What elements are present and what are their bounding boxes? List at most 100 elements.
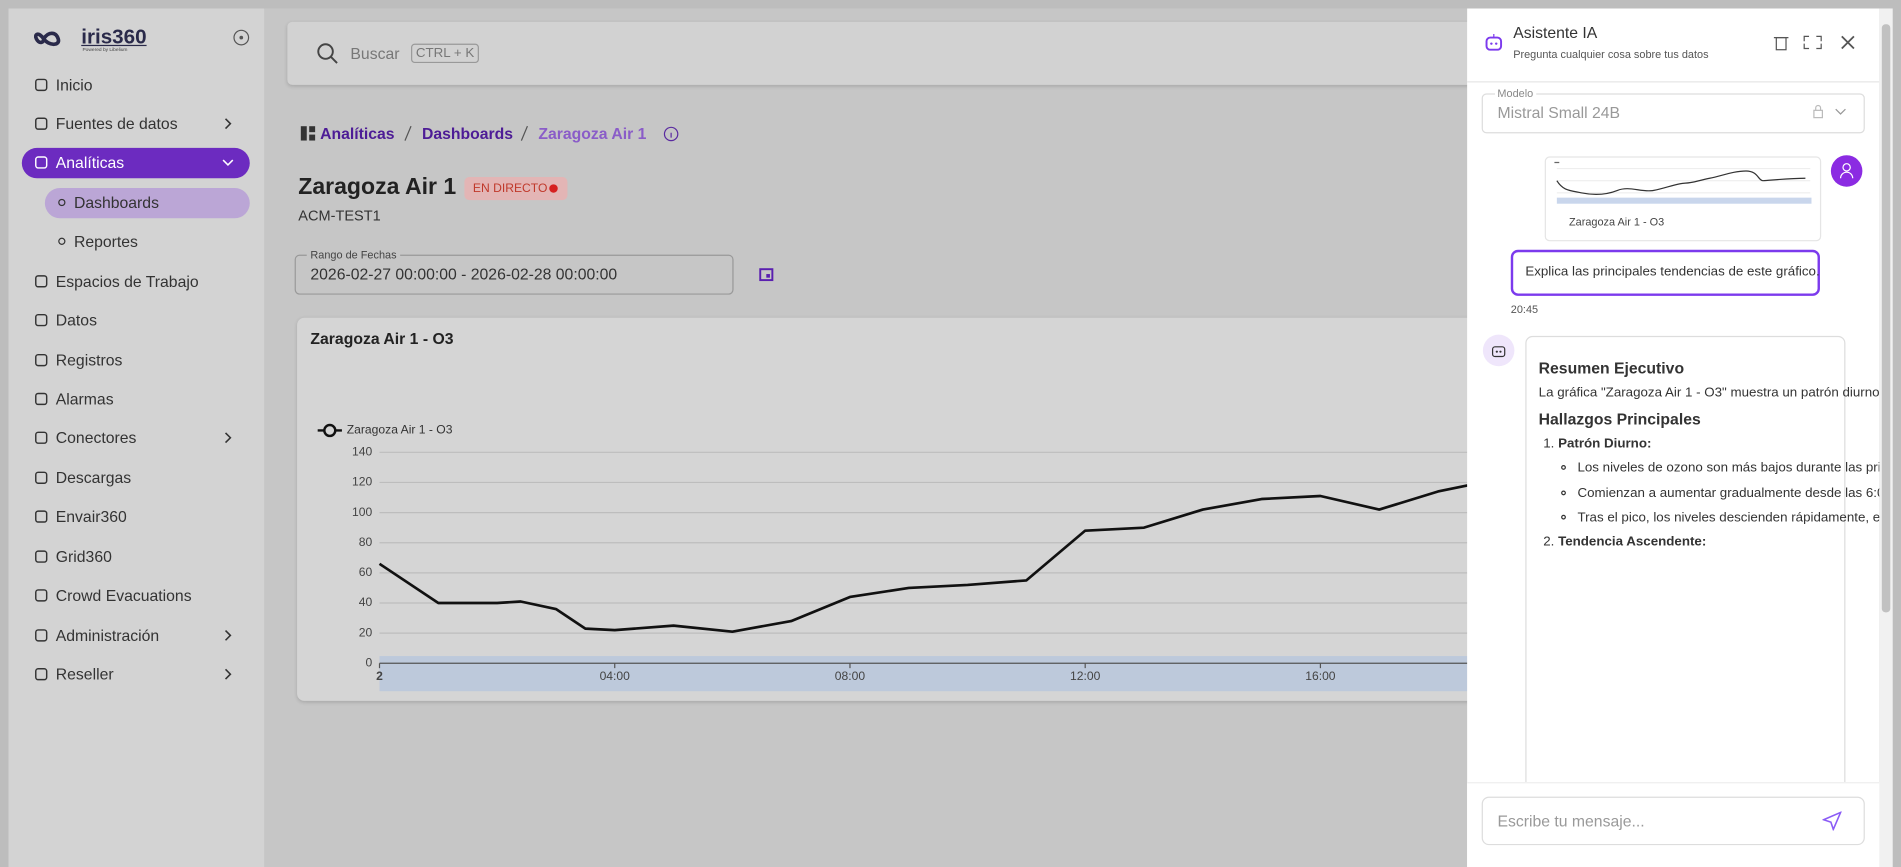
attachment-card[interactable] xyxy=(1544,156,1822,242)
bot-icon xyxy=(1485,33,1503,51)
message-list: Resumen Ejecutivo La gráfica "Zaragoza A… xyxy=(1467,82,1880,783)
assistant-title: Asistente IA xyxy=(1513,23,1598,42)
nav-icon xyxy=(35,431,48,444)
nav-item[interactable]: Fuentes de datos xyxy=(55,114,178,133)
model-value: Mistral Small 24B xyxy=(1497,103,1621,122)
nav-item[interactable]: Administración xyxy=(55,626,160,645)
model-select[interactable] xyxy=(1481,93,1865,134)
nav-item[interactable]: Conectores xyxy=(55,428,137,447)
x-tick-label: 04:00 xyxy=(600,669,631,683)
nav-icon xyxy=(58,198,66,207)
logo-icon xyxy=(33,31,61,47)
breadcrumb-link[interactable]: Analíticas xyxy=(320,124,395,143)
search-bar[interactable] xyxy=(287,21,1500,85)
badge-text: EN DIRECTO xyxy=(472,182,548,196)
chart-title: Zaragoza Air 1 - O3 xyxy=(310,329,454,348)
page-subtitle: ACM-TEST1 xyxy=(298,207,381,225)
nav-icon xyxy=(58,237,66,245)
reply-bullet: Los niveles de ozono son más bajos duran… xyxy=(1577,459,1879,479)
breadcrumb-link[interactable]: Dashboards xyxy=(421,124,514,143)
nav-active xyxy=(21,147,250,179)
reply-bullet: Comienzan a aumentar gradualmente desde … xyxy=(1577,483,1879,503)
reply-item-title: Tendencia Ascendente: xyxy=(1558,534,1707,550)
nav-icon xyxy=(35,589,48,602)
send-button[interactable] xyxy=(1822,811,1842,831)
breadcrumb-sep xyxy=(404,125,412,141)
nav-item[interactable]: Espacios de Trabajo xyxy=(55,272,199,291)
y-tick-label: 140 xyxy=(352,445,372,459)
y-tick-label: 40 xyxy=(359,595,373,609)
y-tick-label: 0 xyxy=(365,655,372,669)
nav-chevron xyxy=(224,629,232,641)
legend-marker xyxy=(323,423,337,438)
reply-heading: Resumen Ejecutivo xyxy=(1538,358,1685,378)
nav-item[interactable]: Registros xyxy=(55,351,123,370)
nav-chevron xyxy=(224,432,232,444)
reply-item: Tendencia Ascendente: xyxy=(1558,532,1832,552)
reply-bullets: Los niveles de ozono son más bajos duran… xyxy=(1558,459,1879,528)
calendar-icon[interactable] xyxy=(759,267,774,282)
bot-avatar-icon xyxy=(1491,346,1506,358)
shortcut: CTRL + K xyxy=(411,43,480,64)
panel-actions[interactable] xyxy=(1773,34,1860,51)
x-tick-label: 16:00 xyxy=(1305,669,1336,683)
breadcrumb-icon xyxy=(300,126,316,141)
select-icons xyxy=(1813,104,1846,119)
divider xyxy=(1467,81,1880,83)
user-message xyxy=(1510,249,1820,296)
nav-icon xyxy=(35,629,48,642)
model-label: Modelo xyxy=(1495,87,1536,100)
date-field[interactable] xyxy=(294,254,734,295)
attachment-thumbnail xyxy=(1554,161,1812,204)
x-tick-label: 08:00 xyxy=(835,669,866,683)
bot-avatar xyxy=(1482,334,1515,367)
date-label: Rango de Fechas xyxy=(306,248,401,261)
nav-item[interactable]: Analíticas xyxy=(55,153,125,172)
nav-item[interactable]: Dashboards xyxy=(73,193,159,212)
nav-icon xyxy=(35,275,48,288)
assistant-subtitle: Pregunta cualquier cosa sobre tus datos xyxy=(1513,48,1709,61)
nav-icon xyxy=(35,471,48,484)
input-area xyxy=(1467,782,1880,867)
nav-item[interactable]: Grid360 xyxy=(55,547,112,566)
nav-icon xyxy=(35,117,48,130)
search-icon xyxy=(317,43,338,64)
nav-icon xyxy=(35,392,48,406)
reply-paragraph: La gráfica "Zaragoza Air 1 - O3" muestra… xyxy=(1538,385,1880,401)
nav-sub-active xyxy=(44,187,250,219)
reply-item: Patrón Diurno: Los niveles de ozono son m… xyxy=(1558,434,1879,528)
message-input[interactable] xyxy=(1481,796,1865,846)
collapse-button[interactable] xyxy=(233,29,250,46)
nav-icon xyxy=(35,550,48,563)
x-tick-label: 2 xyxy=(376,669,383,683)
nav-item[interactable]: Envair360 xyxy=(55,507,127,526)
nav-item[interactable]: Descargas xyxy=(55,468,132,487)
nav-icon xyxy=(35,353,48,367)
scrollbar-thumb[interactable] xyxy=(1881,24,1891,613)
nav-icon xyxy=(35,668,48,681)
nav-item[interactable]: Reportes xyxy=(73,232,138,251)
series-line xyxy=(378,484,1468,633)
input-placeholder: Escribe tu mensaje... xyxy=(1497,811,1645,831)
y-tick-label: 20 xyxy=(359,625,373,639)
nav-chevron xyxy=(224,668,232,680)
nav-icon xyxy=(35,78,48,92)
nav-item[interactable]: Reseller xyxy=(55,665,114,684)
y-tick-label: 80 xyxy=(359,535,373,549)
user-message-text: Explica las principales tendencias de es… xyxy=(1525,264,1820,279)
nav-item[interactable]: Datos xyxy=(55,311,97,330)
nav-item[interactable]: Alarmas xyxy=(55,389,114,409)
breadcrumb-current: Zaragoza Air 1 xyxy=(538,124,647,143)
legend-label: Zaragoza Air 1 - O3 xyxy=(347,423,453,437)
nav-item[interactable]: Crowd Evacuations xyxy=(55,586,192,605)
nav-item[interactable]: Inicio xyxy=(55,75,93,94)
assistant-panel xyxy=(1467,8,1880,867)
nav-icon xyxy=(35,313,48,327)
bot-message: Resumen Ejecutivo La gráfica "Zaragoza A… xyxy=(1525,335,1880,783)
badge xyxy=(464,177,568,201)
live-dot xyxy=(549,184,558,193)
nav-chevron xyxy=(222,159,234,167)
info-icon[interactable] xyxy=(663,126,679,142)
